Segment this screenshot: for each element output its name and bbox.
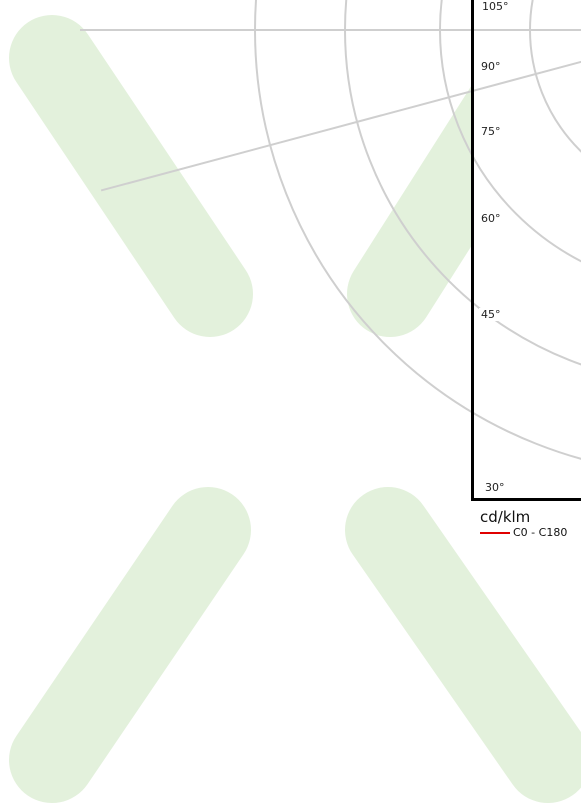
angle-label-bg-75 bbox=[479, 125, 505, 138]
grid-spoke-105 bbox=[100, 60, 581, 192]
angle-label-bg-60 bbox=[479, 212, 505, 225]
legend: C0 - C180 bbox=[480, 526, 567, 539]
unit-label: cd/klm bbox=[480, 508, 531, 526]
legend-label-c0-c180: C0 - C180 bbox=[513, 526, 568, 539]
angle-label-bg-90 bbox=[479, 60, 505, 73]
angle-label-45: 45° bbox=[481, 308, 501, 321]
angle-label-bg-45 bbox=[479, 308, 505, 321]
angle-label-60: 60° bbox=[481, 212, 501, 225]
watermark-stroke-top-left bbox=[9, 15, 253, 337]
angle-label-bg-105 bbox=[480, 0, 506, 13]
angle-label-bg-30 bbox=[483, 481, 509, 494]
watermark-stroke-bottom-right bbox=[345, 487, 581, 803]
polar-grid bbox=[80, 0, 581, 460]
angle-label-75: 75° bbox=[481, 125, 501, 138]
angle-label-30: 30° bbox=[485, 481, 505, 494]
watermark-stroke-bottom-left bbox=[9, 487, 251, 803]
angle-label-90: 90° bbox=[481, 60, 501, 73]
angle-tick-labels: 105° 90° 75° 60° 45° 30° bbox=[479, 0, 509, 494]
angle-label-105: 105° bbox=[482, 0, 509, 13]
legend-swatch-c0-c180 bbox=[480, 531, 510, 534]
